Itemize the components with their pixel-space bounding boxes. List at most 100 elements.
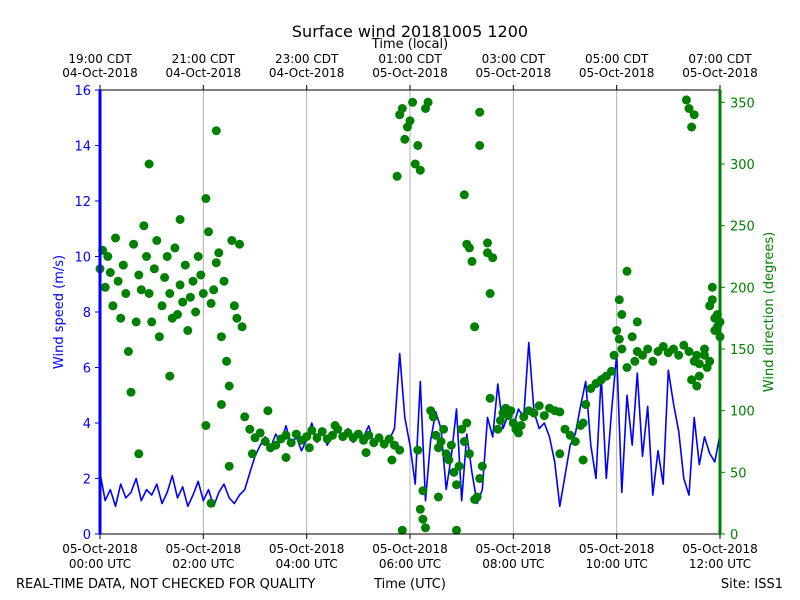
wind-direction-point — [118, 260, 128, 270]
left-tick-label: 4 — [83, 417, 91, 432]
left-tick-labels: 0 2 4 6 8 10 12 14 16 — [74, 84, 100, 543]
vertical-gridlines — [202, 90, 618, 534]
wind-direction-point — [157, 301, 167, 311]
wind-direction-point — [317, 427, 327, 437]
wind-direction-point — [211, 126, 221, 136]
wind-direction-point — [555, 449, 565, 459]
wind-direction-point — [219, 276, 229, 286]
left-tick-label: 12 — [74, 195, 91, 210]
wind-direction-point — [260, 437, 270, 446]
wind-direction-point — [452, 480, 461, 490]
wind-direction-point — [165, 289, 175, 298]
wind-direction-point — [361, 448, 371, 458]
wind-direction-point — [446, 440, 456, 450]
wind-direction-point — [475, 107, 485, 117]
wind-direction-point — [154, 332, 164, 342]
wind-direction-point — [139, 221, 149, 231]
wind-direction-point — [131, 317, 141, 327]
wind-direction-point — [142, 252, 151, 261]
wind-direction-point — [700, 350, 709, 360]
top-tick-time: 19:00 CDT — [68, 52, 132, 66]
wind-direction-point — [578, 455, 588, 465]
wind-direction-point — [506, 406, 516, 416]
wind-direction-point — [669, 344, 678, 354]
wind-direction-point — [111, 233, 120, 243]
wind-direction-point — [415, 165, 425, 175]
top-tick-time: 03:00 CDT — [482, 52, 546, 66]
wind-direction-point — [224, 381, 234, 391]
wind-direction-point — [281, 453, 291, 462]
wind-direction-point — [449, 467, 459, 477]
wind-direction-point — [397, 104, 407, 113]
bottom-tick-time: 06:00 UTC — [379, 557, 441, 571]
left-tick-label: 0 — [83, 528, 91, 543]
wind-direction-point — [555, 407, 565, 417]
wind-direction-point — [201, 194, 211, 203]
wind-direction-point — [330, 421, 340, 430]
wind-direction-point — [387, 455, 397, 465]
top-tick-date: 04-Oct-2018 — [269, 66, 345, 80]
wind-direction-point — [467, 256, 477, 266]
wind-direction-point — [485, 393, 495, 403]
bottom-tick-date: 05-Oct-2018 — [682, 542, 758, 556]
wind-direction-point — [483, 238, 492, 248]
wind-direction-point — [247, 449, 257, 459]
wind-direction-point — [105, 268, 115, 277]
wind-direction-point — [570, 437, 580, 446]
wind-direction-point — [705, 301, 715, 311]
wind-direction-point — [149, 264, 159, 274]
chart-title: Surface wind 20181005 1200 — [292, 22, 528, 41]
wind-direction-point — [421, 523, 430, 533]
wind-direction-point — [433, 492, 443, 502]
wind-direction-point — [353, 429, 363, 439]
wind-direction-point — [622, 266, 632, 276]
wind-direction-point — [395, 445, 405, 455]
wind-direction-point — [617, 310, 627, 319]
top-tick-time: 05:00 CDT — [585, 52, 649, 66]
wind-direction-point — [170, 243, 180, 253]
left-tick-label: 6 — [83, 362, 91, 377]
wind-direction-point — [607, 366, 616, 376]
right-tick-label: 200 — [730, 281, 755, 296]
wind-direction-point — [694, 359, 704, 369]
wind-direction-point — [100, 282, 110, 292]
wind-direction-point — [160, 273, 170, 282]
wind-direction-point — [178, 297, 188, 307]
right-tick-label: 150 — [730, 343, 755, 358]
wind-direction-point — [710, 326, 720, 335]
wind-direction-point — [516, 421, 526, 430]
wind-direction-point — [134, 270, 144, 280]
left-tick-label: 14 — [74, 140, 91, 155]
wind-direction-point — [400, 134, 410, 144]
wind-direction-point — [643, 344, 653, 354]
wind-direction-point — [204, 227, 213, 237]
wind-direction-point — [255, 428, 265, 438]
left-tick-label: 10 — [74, 251, 91, 266]
wind-direction-point — [418, 514, 428, 524]
wind-direction-point — [392, 171, 402, 181]
bottom-tick-date: 05-Oct-2018 — [269, 542, 345, 556]
wind-direction-point — [674, 350, 684, 360]
wind-direction-point — [630, 356, 640, 366]
wind-direction-point — [519, 412, 529, 422]
wind-direction-point — [514, 428, 523, 438]
wind-direction-point — [578, 418, 588, 428]
wind-direction-point — [464, 243, 474, 253]
wind-direction-point — [180, 260, 190, 270]
top-tick-date: 04-Oct-2018 — [166, 66, 242, 80]
wind-direction-point — [627, 332, 637, 342]
wind-direction-point — [222, 356, 232, 366]
wind-direction-point — [152, 236, 162, 245]
wind-direction-point — [581, 400, 591, 409]
wind-direction-point — [539, 411, 549, 421]
wind-direction-point — [454, 461, 464, 471]
wind-direction-point — [312, 433, 322, 443]
wind-direction-point — [560, 424, 570, 434]
wind-direction-point — [459, 190, 469, 200]
wind-direction-point — [436, 437, 446, 446]
top-tick-time: 01:00 CDT — [378, 52, 442, 66]
right-tick-label: 0 — [730, 528, 738, 543]
wind-direction-point — [173, 310, 182, 319]
bottom-tick-time: 08:00 UTC — [482, 557, 544, 571]
